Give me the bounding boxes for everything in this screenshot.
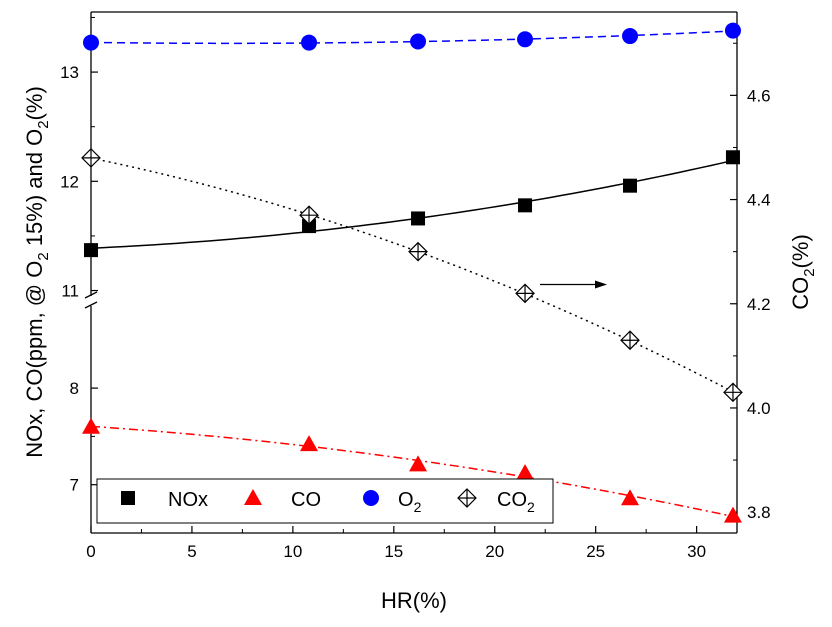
legend-square-marker xyxy=(121,491,135,505)
data-point-o2 xyxy=(410,33,427,50)
right-tick-label: 4.4 xyxy=(747,191,771,210)
data-point-nox xyxy=(302,219,317,234)
data-point-nox xyxy=(623,178,638,193)
data-point-co2 xyxy=(408,241,428,262)
data-point-co2 xyxy=(81,148,101,168)
legend-triangle-marker xyxy=(244,489,262,505)
legend-box xyxy=(96,478,554,524)
legend-label-o2: O2 xyxy=(398,489,422,515)
legend-label-co: CO xyxy=(291,489,321,511)
right-tick-label: 4.2 xyxy=(747,295,771,314)
left-tick-label: 8 xyxy=(70,379,79,398)
legend-item-co: CO xyxy=(244,489,321,511)
data-point-nox xyxy=(84,243,98,258)
data-point-co2 xyxy=(723,382,743,403)
data-point-co xyxy=(82,417,100,434)
data-point-o2 xyxy=(724,22,741,39)
x-tick-label: 0 xyxy=(86,542,95,561)
legend-circle-marker xyxy=(363,490,379,506)
data-point-o2 xyxy=(83,34,99,51)
legend-label-nox: NOx xyxy=(168,489,208,511)
data-point-o2 xyxy=(622,28,639,45)
series-line-nox xyxy=(90,159,734,249)
right-tick-label: 4.6 xyxy=(747,86,771,105)
data-point-co2 xyxy=(299,205,319,226)
right-tick-label: 3.8 xyxy=(747,503,771,522)
x-tick-label: 25 xyxy=(586,542,605,561)
x-axis-ticks: 0 5 10 15 20 25 30 xyxy=(86,526,706,561)
x-tick-label: 10 xyxy=(283,542,302,561)
data-point-co2 xyxy=(515,283,535,304)
x-tick-label: 5 xyxy=(187,542,196,561)
data-point-co xyxy=(723,506,742,523)
plot-area xyxy=(84,11,738,534)
x-axis-title: HR(%) xyxy=(381,588,447,613)
left-tick-label: 13 xyxy=(60,63,79,82)
legend-item-co2: CO2 xyxy=(457,488,535,515)
series-line-co xyxy=(90,425,734,518)
left-axis-ticks: 11 12 13 7 8 xyxy=(60,16,98,534)
left-axis-title: NOx, CO(ppm, @ O2 15%) and O2(%) xyxy=(22,86,52,458)
legend: NOx CO O2 CO2 xyxy=(96,478,554,524)
legend-label-co2: CO2 xyxy=(497,489,535,515)
left-tick-label: 7 xyxy=(70,476,79,495)
data-point-nox xyxy=(518,198,533,213)
data-point-o2 xyxy=(301,34,318,51)
x-tick-label: 20 xyxy=(485,542,504,561)
data-point-co xyxy=(409,455,428,472)
data-point-co xyxy=(516,464,535,481)
axis-break-mark xyxy=(84,291,98,309)
x-tick-label: 30 xyxy=(687,542,706,561)
series-markers xyxy=(81,22,743,523)
data-point-o2 xyxy=(517,31,534,48)
right-axis-title: CO2(%) xyxy=(788,234,818,310)
series-lines xyxy=(90,30,734,518)
data-point-co xyxy=(300,435,319,452)
right-tick-label: 4.0 xyxy=(747,399,771,418)
data-point-co xyxy=(621,489,640,506)
legend-crossed-diamond-marker xyxy=(457,488,477,508)
legend-item-o2: O2 xyxy=(363,489,422,515)
co2-right-axis-arrow xyxy=(540,280,607,289)
legend-item-nox: NOx xyxy=(121,489,208,511)
right-axis-ticks: 3.8 4.0 4.2 4.4 4.6 xyxy=(730,42,771,522)
data-point-co2 xyxy=(620,330,640,351)
x-tick-label: 15 xyxy=(384,542,403,561)
left-tick-label: 11 xyxy=(61,282,79,301)
data-point-nox xyxy=(725,150,740,165)
data-point-nox xyxy=(411,211,426,226)
series-line-co2 xyxy=(90,157,734,393)
left-tick-label: 12 xyxy=(60,172,79,191)
